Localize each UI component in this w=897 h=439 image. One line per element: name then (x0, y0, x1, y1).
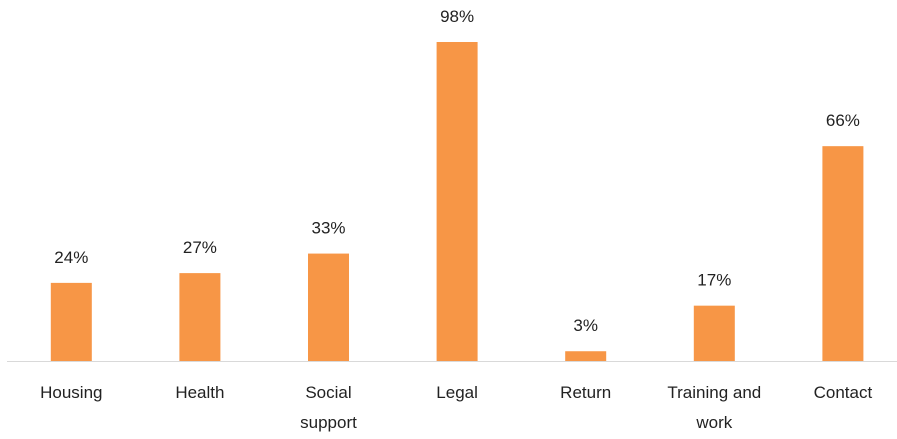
bar (822, 146, 864, 361)
value-label: 27% (183, 238, 217, 257)
bar (50, 282, 92, 361)
value-label: 33% (311, 219, 345, 238)
x-tick-label: Return (560, 383, 612, 402)
x-tick-label: Training and work (667, 383, 762, 432)
value-label: 3% (573, 316, 598, 335)
x-tick-label: Contact (813, 383, 873, 402)
bar (436, 42, 478, 361)
value-label: 66% (826, 111, 860, 130)
x-tick-label: Health (175, 383, 225, 402)
bar (565, 351, 607, 361)
value-label: 17% (697, 271, 731, 290)
bar (179, 273, 221, 361)
bar (308, 253, 349, 361)
x-tick-label: Social support (300, 383, 357, 432)
x-tick-label: Legal (436, 383, 478, 402)
value-label: 98% (440, 7, 474, 26)
x-tick-label: Housing (40, 383, 103, 402)
value-label: 24% (54, 248, 88, 267)
bar (693, 305, 735, 361)
